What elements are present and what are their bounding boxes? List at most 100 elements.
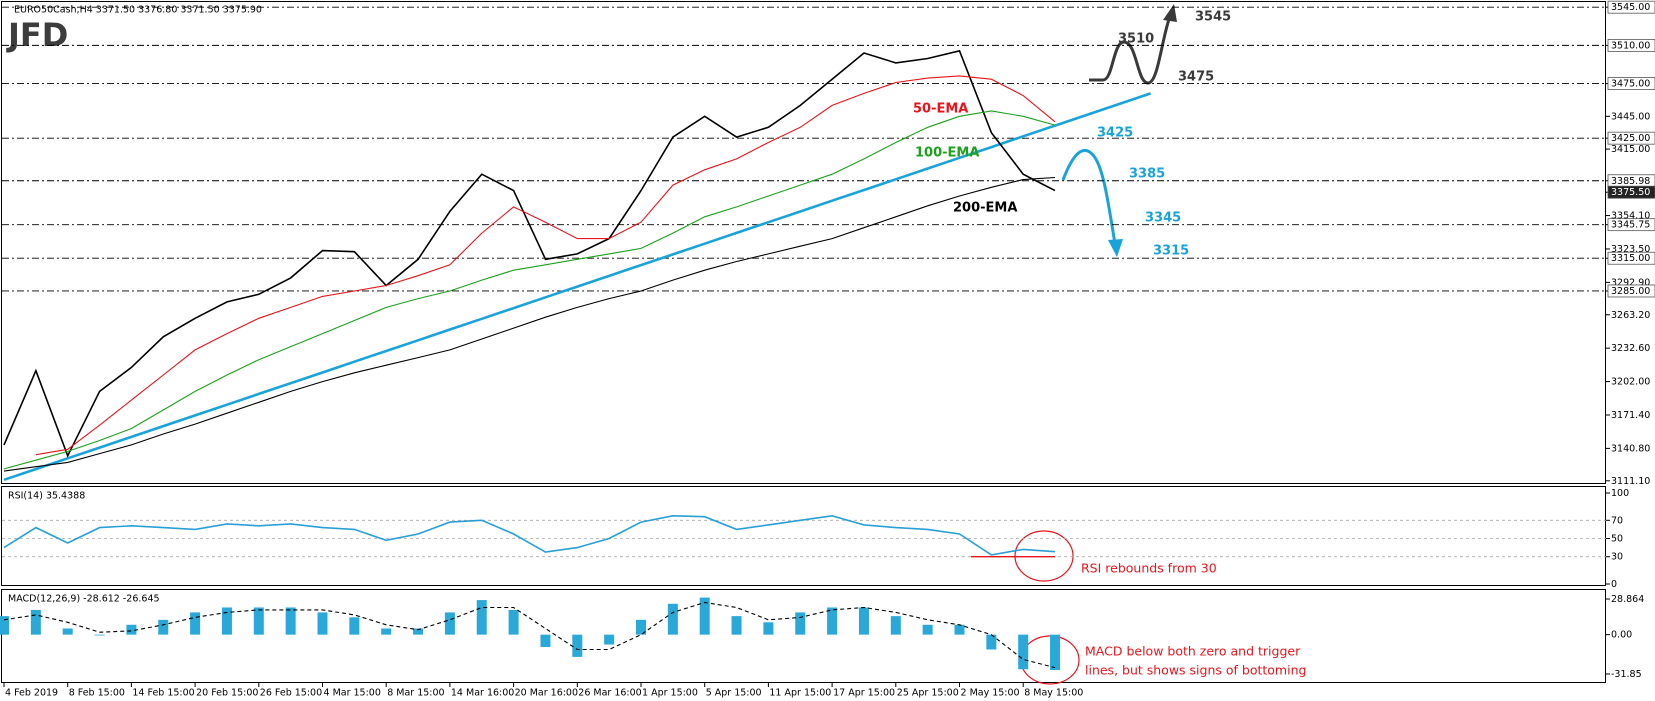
y-tick-label: 3354.10 — [1611, 211, 1650, 222]
histogram-bar — [158, 619, 169, 635]
y-tick-label: 70 — [1611, 515, 1623, 526]
arrow-head — [1108, 239, 1123, 257]
histogram-bar — [190, 612, 201, 635]
target-label: 3385 — [1129, 167, 1165, 182]
histogram-bar — [381, 628, 392, 635]
histogram-bar — [62, 628, 73, 635]
signal-line — [3, 601, 1056, 669]
level-price-box — [1607, 218, 1655, 232]
histogram-bar — [604, 634, 615, 645]
level-price-box — [1607, 38, 1655, 52]
histogram-bar — [922, 624, 933, 635]
level-price-box — [1607, 251, 1655, 265]
x-tick-label: 11 Apr 15:00 — [769, 688, 831, 699]
histogram-bar — [858, 607, 869, 635]
histogram-bar — [94, 634, 105, 636]
level-price-box — [1607, 131, 1655, 145]
rsi-panel-frame — [1, 486, 1606, 586]
x-tick-label: 14 Feb 15:00 — [132, 688, 194, 699]
y-tick-label: 3510.00 — [1611, 40, 1650, 51]
macd-note: lines, but shows signs of bottoming — [1085, 663, 1306, 678]
x-tick-label: 8 Feb 15:00 — [69, 688, 125, 699]
x-tick-label: 4 Mar 15:00 — [324, 688, 381, 699]
histogram-bar — [413, 628, 424, 635]
histogram-bar — [126, 624, 137, 635]
histogram-bar — [667, 603, 678, 635]
histogram-bar — [636, 619, 646, 635]
arrow-head — [1163, 4, 1177, 22]
histogram-bar — [731, 616, 742, 635]
x-tick-label: 26 Feb 15:00 — [260, 688, 322, 699]
histogram-bar — [986, 634, 997, 650]
series-label: 200-EMA — [953, 201, 1017, 216]
price-panel-frame — [1, 1, 1606, 484]
y-tick-label: 3202.00 — [1611, 377, 1650, 388]
histogram-bar — [508, 609, 519, 635]
histogram-bar — [476, 600, 487, 635]
y-tick-label: 3445.00 — [1611, 111, 1650, 122]
histogram-bar — [763, 622, 774, 635]
histogram-bar — [954, 624, 965, 635]
histogram-bar — [0, 616, 9, 635]
logo: JFD — [6, 16, 68, 54]
x-tick-label: 8 Mar 15:00 — [387, 688, 444, 699]
y-tick-label: 3140.80 — [1611, 443, 1650, 454]
level-price-box — [1607, 77, 1655, 90]
level-price-box — [1607, 0, 1655, 14]
level-price-box — [1607, 284, 1655, 298]
histogram-bar — [349, 617, 360, 635]
x-tick-label: 1 Apr 15:00 — [642, 688, 698, 699]
histogram-bar — [540, 634, 551, 648]
y-tick-label: 3171.40 — [1611, 410, 1650, 421]
y-tick-label: 0 — [1611, 579, 1617, 590]
y-tick-label: 28.864 — [1611, 594, 1644, 605]
x-tick-label: 20 Mar 16:00 — [515, 688, 578, 699]
y-tick-label: 3323.50 — [1611, 244, 1650, 255]
x-tick-label: 26 Mar 16:00 — [578, 688, 641, 699]
macd-note: MACD below both zero and trigger — [1085, 644, 1301, 659]
y-tick-label: 50 — [1611, 534, 1623, 545]
y-tick-label: 3385.98 — [1611, 176, 1650, 187]
rsi-note: RSI rebounds from 30 — [1081, 561, 1217, 576]
x-tick-label: 4 Feb 2019 — [5, 688, 58, 699]
trendline — [3, 92, 1152, 482]
series-line — [3, 110, 1056, 470]
y-tick-label: 3315.00 — [1611, 253, 1650, 264]
histogram-bar — [317, 612, 328, 635]
histogram-bar — [1018, 634, 1029, 670]
x-tick-label: 25 Apr 15:00 — [897, 688, 959, 699]
y-tick-label: 3292.90 — [1611, 277, 1650, 288]
y-tick-label: 30 — [1611, 552, 1623, 563]
histogram-bar — [699, 597, 710, 635]
series-label: 100-EMA — [915, 146, 979, 161]
series-line — [3, 49, 1056, 458]
bearish-scenario-arrow — [1061, 148, 1117, 245]
y-tick-label: 3375.50 — [1611, 187, 1650, 198]
series-label: 50-EMA — [913, 102, 968, 117]
x-tick-label: 20 Feb 15:00 — [196, 688, 258, 699]
series-line — [3, 514, 1056, 556]
histogram-bar — [253, 607, 264, 635]
y-tick-label: 3475.00 — [1611, 79, 1650, 90]
histogram-bar — [30, 609, 41, 635]
series-line — [3, 176, 1056, 472]
y-tick-label: 3425.00 — [1611, 133, 1650, 144]
histogram-bar — [795, 612, 806, 635]
histogram-bar — [444, 612, 455, 635]
y-tick-label: 3345.75 — [1611, 220, 1650, 231]
x-tick-label: 2 May 15:00 — [961, 688, 1020, 699]
histogram-bar — [1050, 634, 1061, 670]
histogram-bar — [285, 607, 296, 635]
current-price-box — [1607, 185, 1655, 199]
y-tick-label: -31.85 — [1611, 669, 1642, 680]
x-tick-label: 17 Apr 15:00 — [833, 688, 895, 699]
y-tick-label: 3111.10 — [1611, 476, 1650, 487]
y-tick-label: 3263.20 — [1611, 310, 1650, 321]
x-tick-label: 8 May 15:00 — [1024, 688, 1083, 699]
chart-title: EURO50Cash,H4 3371.50 3376.80 3371.50 33… — [14, 5, 262, 16]
target-label: 3315 — [1153, 244, 1189, 259]
macd-title: MACD(12,26,9) -28.612 -26.645 — [8, 594, 160, 605]
target-label: 3475 — [1178, 70, 1214, 85]
